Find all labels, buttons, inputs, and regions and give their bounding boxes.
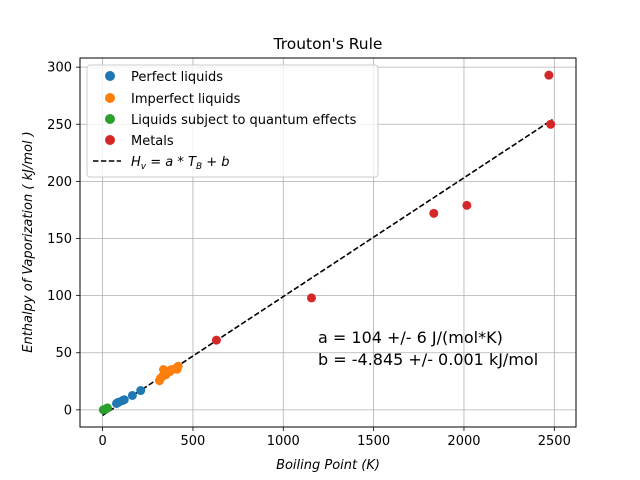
chart-title: Trouton's Rule bbox=[273, 35, 383, 53]
legend-label-fit-line: Hv = a * TB + b bbox=[131, 155, 230, 172]
y-tick-label: 100 bbox=[47, 289, 72, 304]
x-tick-label: 0 bbox=[98, 434, 106, 449]
legend-label-metals: Metals bbox=[131, 134, 174, 149]
y-tick-label: 0 bbox=[64, 403, 72, 418]
legend-label-imperfect-liquids: Imperfect liquids bbox=[131, 92, 241, 107]
annotation-slope: a = 104 +/- 6 J/(mol*K) bbox=[318, 328, 503, 347]
point-metals bbox=[546, 119, 556, 129]
legend-marker-perfect-liquids bbox=[105, 71, 115, 81]
point-metals bbox=[306, 293, 316, 303]
y-tick-label: 200 bbox=[47, 175, 72, 190]
annotation-intercept: b = -4.845 +/- 0.001 kJ/mol bbox=[318, 350, 538, 369]
legend-box bbox=[86, 64, 379, 178]
point-liquids-subject-to-quantum-effects bbox=[102, 403, 112, 413]
x-axis-label: Boiling Point (K) bbox=[276, 458, 380, 473]
y-axis-label: Enthalpy of Vaporization ( kJ/mol ) bbox=[21, 131, 36, 353]
x-tick-label: 1500 bbox=[357, 434, 390, 449]
plot-frame bbox=[79, 57, 577, 428]
y-tick-label: 250 bbox=[47, 118, 72, 133]
x-tick-label: 2000 bbox=[447, 434, 480, 449]
x-tick-label: 1000 bbox=[267, 434, 300, 449]
point-perfect-liquids bbox=[136, 386, 146, 396]
y-tick-label: 150 bbox=[47, 232, 72, 247]
legend-marker-imperfect-liquids bbox=[105, 93, 115, 103]
x-tick-label: 500 bbox=[181, 434, 206, 449]
ticks: 0 500 1000 1500 2000 2500 0 50 100 150 200 250 300 bbox=[47, 61, 571, 449]
point-perfect-liquids bbox=[127, 390, 137, 400]
x-tick-label: 2500 bbox=[538, 434, 571, 449]
point-perfect-liquids bbox=[119, 395, 129, 405]
point-imperfect-liquids bbox=[173, 361, 183, 371]
point-metals bbox=[462, 200, 472, 210]
point-metals bbox=[211, 335, 221, 345]
data-points bbox=[98, 70, 556, 415]
legend: Perfect liquids Imperfect liquids Liquid… bbox=[86, 64, 379, 178]
point-metals bbox=[544, 70, 554, 80]
legend-label-perfect-liquids: Perfect liquids bbox=[131, 70, 223, 85]
point-metals bbox=[429, 208, 439, 218]
legend-marker-metals bbox=[105, 135, 115, 145]
y-tick-label: 50 bbox=[55, 346, 72, 361]
legend-marker-quantum-liquids bbox=[105, 114, 115, 124]
legend-label-quantum-liquids: Liquids subject to quantum effects bbox=[131, 113, 357, 128]
y-tick-label: 300 bbox=[47, 61, 72, 76]
